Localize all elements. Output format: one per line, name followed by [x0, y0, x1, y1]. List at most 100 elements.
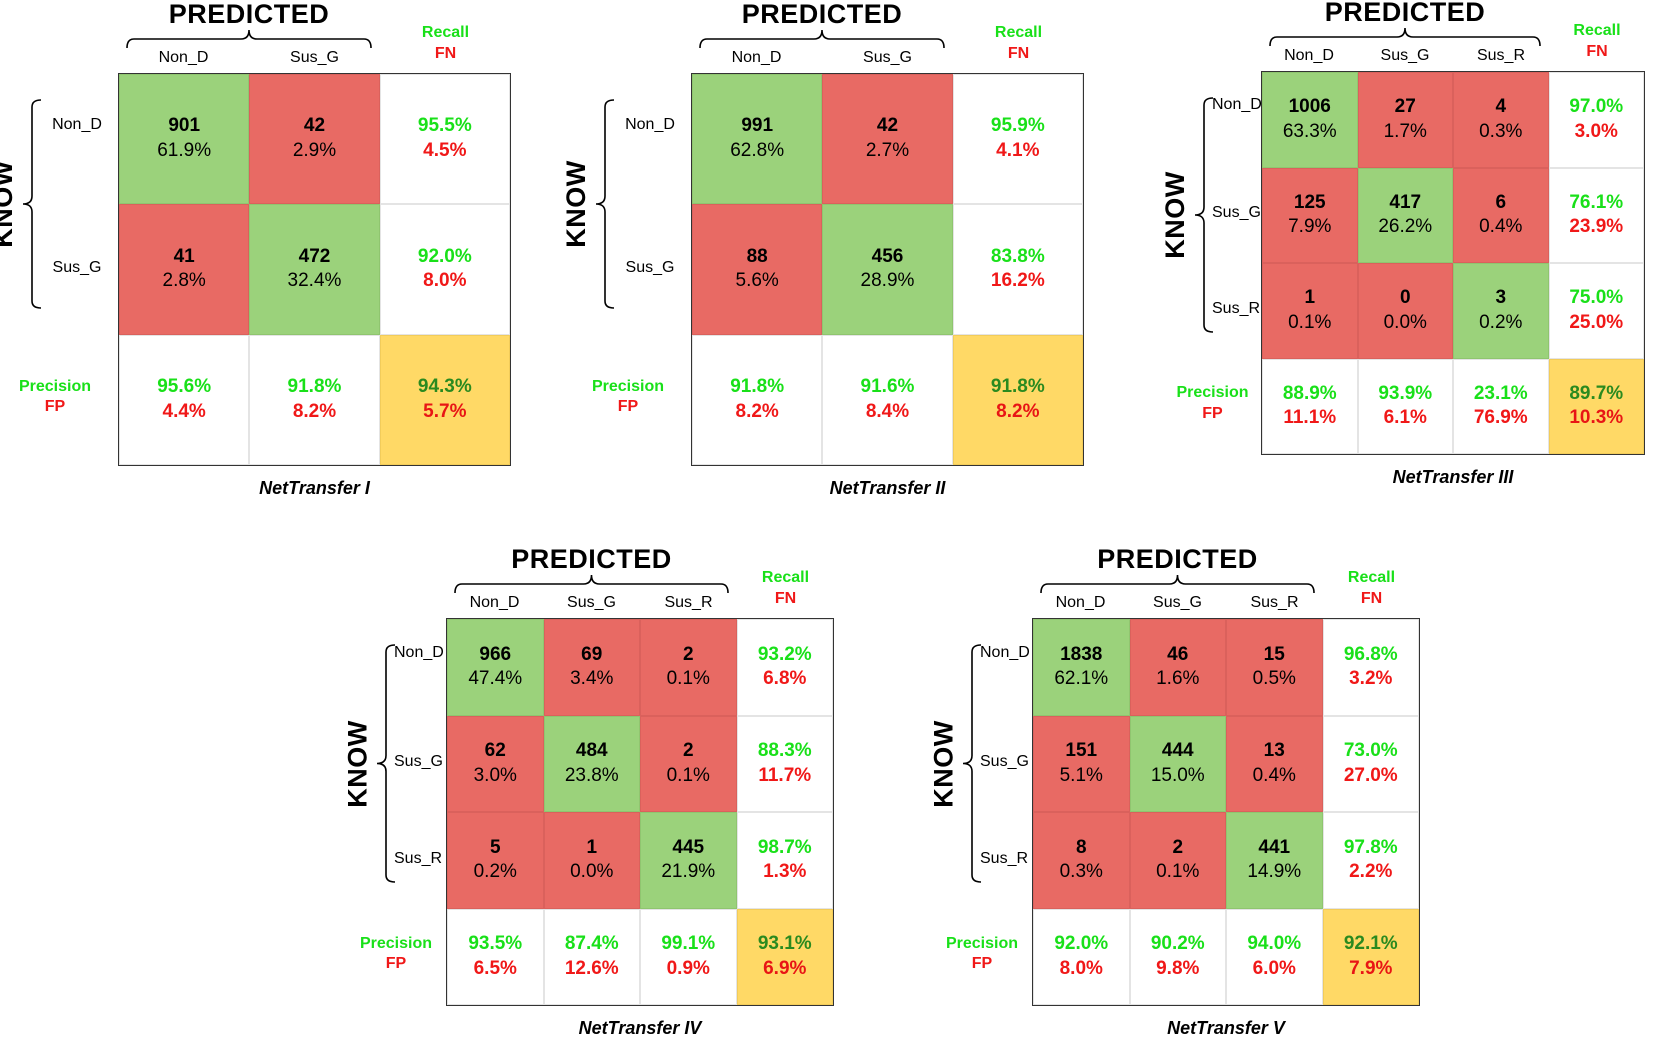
matrix-grid: 1838 62.1% 46 1.6% 15 0.5% 96.8% 3.2% 151 5.1% 444… [1032, 618, 1420, 1006]
row-label: Non_D [52, 115, 102, 133]
cell-percent: 0.3% [1059, 861, 1103, 883]
matrix-cell: 88 5.6% [692, 204, 823, 335]
precision-label: Precision [1176, 384, 1249, 401]
cell-percent: 28.9% [860, 270, 915, 292]
matrix-cell: 1838 62.1% [1033, 619, 1130, 716]
cell-percent: 23.8% [564, 764, 619, 786]
row-label: Sus_G [625, 258, 675, 276]
overall-error: 8.2% [996, 400, 1040, 422]
matrix-cell: 6 0.4% [1453, 167, 1549, 263]
precision-value: 99.1% [661, 933, 716, 955]
precision-cell: 93.9% 6.1% [1357, 358, 1453, 454]
row-label: Sus_G [394, 752, 443, 770]
fn-label: FN [1360, 589, 1383, 607]
column-label: Non_D [1055, 594, 1106, 611]
cell-count: 151 [1065, 740, 1098, 762]
precision-cell: 90.2% 9.8% [1129, 908, 1226, 1005]
cell-percent: 5.6% [735, 270, 779, 292]
precision-cell: 95.6% 4.4% [119, 334, 250, 465]
fn-value: 2.2% [1349, 861, 1393, 883]
precision-value: 93.5% [468, 933, 523, 955]
row-label: Non_D [1212, 96, 1262, 113]
precision-value: 95.6% [157, 376, 212, 398]
cell-percent: 2.8% [162, 270, 206, 292]
fn-value: 11.7% [758, 764, 812, 786]
predicted-label: PREDICTED [1097, 544, 1258, 574]
recall-value: 96.8% [1343, 643, 1398, 665]
cell-count: 901 [168, 115, 201, 137]
cell-percent: 0.4% [1479, 216, 1523, 238]
fn-label: FN [434, 44, 457, 62]
precision-value: 90.2% [1150, 933, 1205, 955]
cell-percent: 2.9% [292, 140, 337, 162]
fn-label: FN [774, 589, 797, 607]
column-label: Sus_G [290, 49, 339, 66]
cell-count: 456 [871, 245, 904, 267]
row-label: Sus_G [52, 258, 102, 276]
know-brace [595, 99, 615, 314]
know-brace [376, 644, 396, 888]
matrix-cell: 2 0.1% [640, 619, 737, 716]
know-label: KNOW [928, 719, 958, 808]
fn-value: 3.2% [1349, 668, 1393, 690]
matrix-cell: 151 5.1% [1033, 715, 1130, 812]
precision-fp-heading: Precision FP [1164, 383, 1261, 425]
cell-count: 484 [575, 740, 608, 762]
recall-label: Recall [1347, 569, 1396, 586]
fp-value: 8.2% [292, 400, 337, 422]
matrix-title: NetTransfer II [829, 478, 946, 498]
know-brace [1194, 97, 1214, 338]
precision-cell: 93.5% 6.5% [447, 908, 544, 1005]
fp-value: 8.4% [865, 400, 910, 422]
column-label: Non_D [1284, 47, 1334, 64]
cell-count: 445 [672, 836, 705, 858]
precision-value: 93.9% [1378, 382, 1433, 404]
precision-cell: 91.8% 8.2% [249, 334, 380, 465]
overall-accuracy: 93.1% [757, 933, 812, 955]
recall-cell: 75.0% 25.0% [1548, 263, 1644, 359]
recall-cell: 73.0% 27.0% [1322, 715, 1419, 812]
cell-percent: 2.7% [865, 140, 910, 162]
cell-percent: 1.7% [1383, 120, 1427, 142]
cell-percent: 5.1% [1059, 764, 1103, 786]
cell-percent: 21.9% [661, 861, 716, 883]
recall-label: Recall [1573, 22, 1621, 39]
precision-label: Precision [945, 934, 1019, 952]
precision-cell: 91.8% 8.2% [692, 334, 823, 465]
fn-value: 23.9% [1569, 216, 1624, 238]
cell-count: 125 [1293, 191, 1326, 213]
cell-percent: 0.3% [1479, 120, 1523, 142]
matrix-cell: 441 14.9% [1226, 812, 1323, 909]
precision-value: 92.0% [1054, 933, 1109, 955]
overall-accuracy-cell: 93.1% 6.9% [736, 908, 833, 1005]
recall-cell: 97.0% 3.0% [1548, 72, 1644, 168]
matrix-cell: 62 3.0% [447, 715, 544, 812]
recall-cell: 88.3% 11.7% [736, 715, 833, 812]
cell-percent: 26.2% [1378, 216, 1433, 238]
recall-fn-heading: Recall FN [1323, 568, 1420, 610]
matrix-cell: 444 15.0% [1129, 715, 1226, 812]
know-label: KNOW [1160, 171, 1190, 259]
cell-count: 69 [581, 643, 603, 665]
matrix-cell: 4 0.3% [1453, 72, 1549, 168]
matrix-grid: 1006 63.3% 27 1.7% 4 0.3% 97.0% 3.0% 125 7.9% 417 2… [1261, 71, 1645, 455]
fn-label: FN [1586, 42, 1608, 60]
cell-percent: 62.8% [730, 140, 785, 162]
cell-count: 15 [1263, 643, 1285, 665]
fp-value: 76.9% [1473, 407, 1528, 429]
predicted-brace [1269, 27, 1541, 52]
matrix-title: NetTransfer I [259, 478, 370, 498]
matrix-cell: 5 0.2% [447, 812, 544, 909]
fn-value: 16.2% [990, 270, 1045, 292]
fp-value: 8.0% [1059, 957, 1103, 979]
recall-label: Recall [761, 569, 810, 586]
precision-label: Precision [359, 934, 433, 952]
column-label: Sus_R [1476, 47, 1526, 64]
cell-count: 1838 [1060, 643, 1103, 665]
overall-error: 5.7% [423, 400, 467, 422]
fp-value: 6.5% [473, 957, 517, 979]
cell-percent: 1.6% [1156, 668, 1200, 690]
recall-cell: 97.8% 2.2% [1322, 812, 1419, 909]
overall-error: 6.9% [763, 957, 807, 979]
fp-value: 6.0% [1252, 957, 1296, 979]
